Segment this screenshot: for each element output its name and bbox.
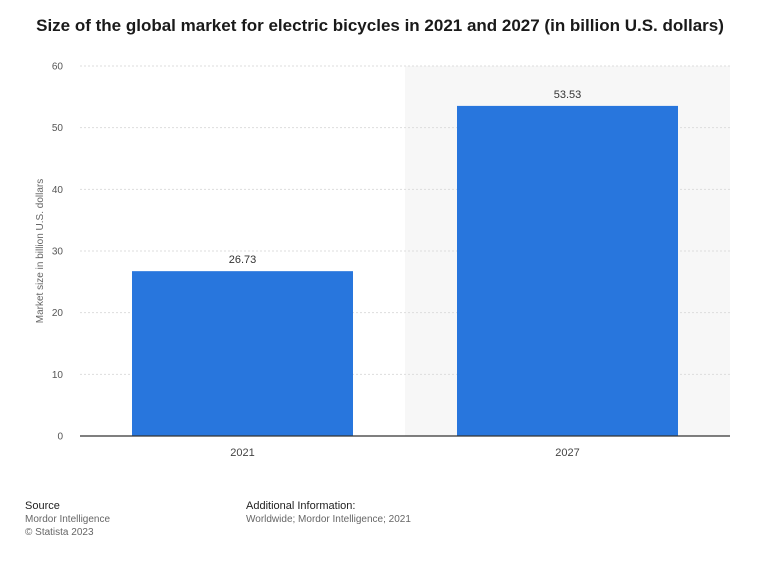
bar-2027 xyxy=(457,105,678,437)
bars xyxy=(132,105,678,437)
y-tick-label: 60 xyxy=(52,62,64,73)
y-tick-label: 40 xyxy=(52,185,64,196)
y-axis-ticks: 0 10 20 30 40 50 60 xyxy=(52,62,64,443)
bar-chart: 0 10 20 30 40 50 60 26.73 53.53 2021 2027 Market… xyxy=(35,62,730,459)
x-tick-label-2021: 2021 xyxy=(230,447,254,459)
chart-title: Size of the global market for electric b… xyxy=(36,16,724,35)
y-tick-label: 0 xyxy=(57,432,63,443)
source-heading: Source xyxy=(25,500,60,512)
additional-info-text: Worldwide; Mordor Intelligence; 2021 xyxy=(246,514,411,525)
source-block: Source Mordor Intelligence © Statista 20… xyxy=(25,500,110,539)
value-label-2021: 26.73 xyxy=(229,254,257,266)
y-tick-label: 20 xyxy=(52,308,64,319)
x-tick-label-2027: 2027 xyxy=(555,447,579,459)
x-axis-ticks: 2021 2027 xyxy=(230,447,579,459)
additional-info-heading: Additional Information: xyxy=(246,500,356,512)
y-tick-label: 30 xyxy=(52,247,64,258)
copyright: © Statista 2023 xyxy=(25,527,94,538)
additional-info-block: Additional Information: Worldwide; Mordo… xyxy=(246,500,411,526)
value-label-2027: 53.53 xyxy=(554,89,582,101)
bar-2021 xyxy=(132,271,353,436)
y-tick-label: 10 xyxy=(52,370,64,381)
source-name: Mordor Intelligence xyxy=(25,514,111,525)
value-labels: 26.73 53.53 xyxy=(229,89,582,266)
y-axis-label: Market size in billion U.S. dollars xyxy=(35,179,46,324)
y-tick-label: 50 xyxy=(52,123,64,134)
